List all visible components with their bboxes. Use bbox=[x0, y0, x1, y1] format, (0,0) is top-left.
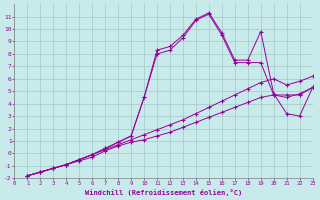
X-axis label: Windchill (Refroidissement éolien,°C): Windchill (Refroidissement éolien,°C) bbox=[85, 189, 242, 196]
